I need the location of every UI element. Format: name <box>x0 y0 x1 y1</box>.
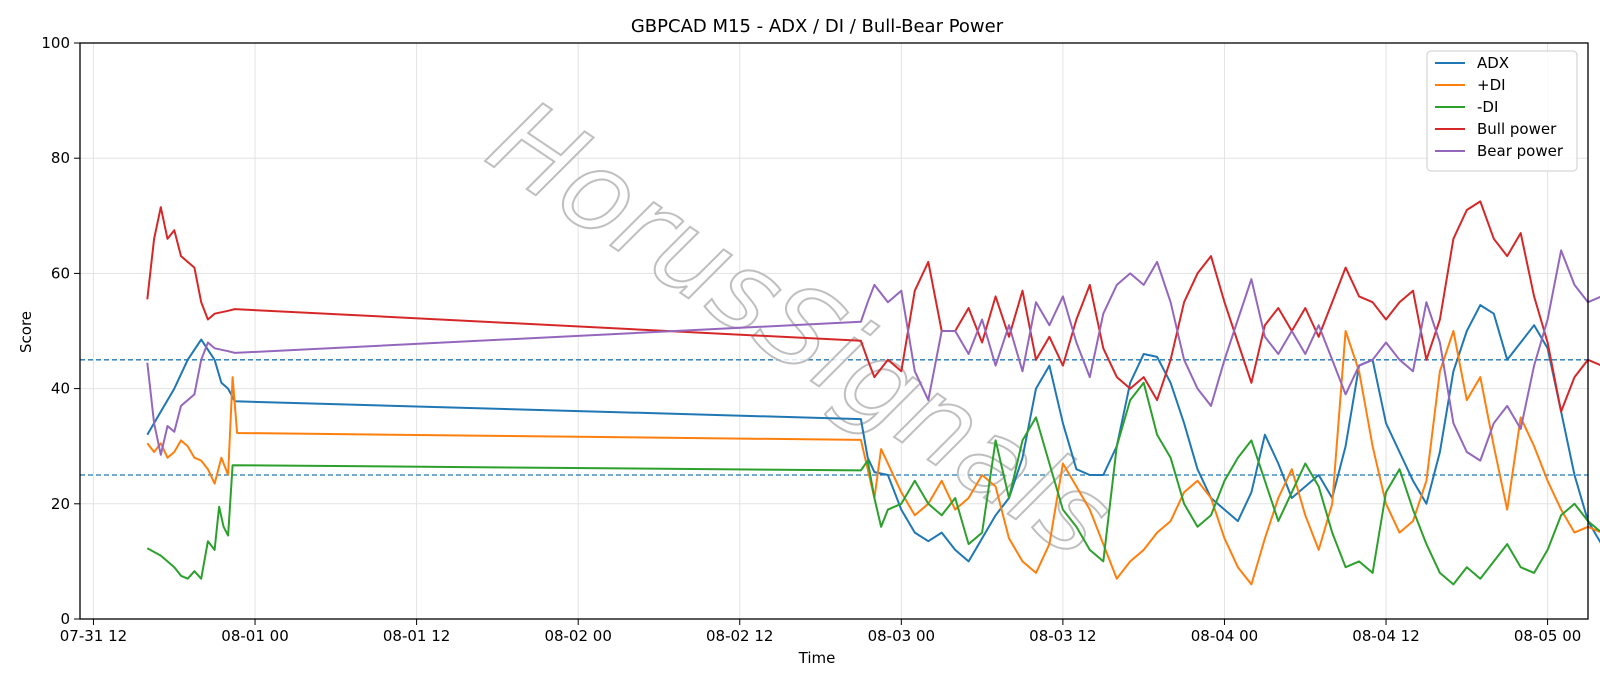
series-line-di <box>146 330 1600 586</box>
legend-label: Bear power <box>1477 142 1564 160</box>
y-tick-label: 20 <box>51 495 70 513</box>
x-tick-label: 08-01 00 <box>221 627 288 645</box>
x-tick-label: 08-05 00 <box>1514 627 1581 645</box>
legend-box <box>1426 50 1578 172</box>
legend-label: Bull power <box>1477 120 1557 138</box>
legend: ADX +DI -DI Bull power Bear power <box>1426 50 1578 172</box>
chart-title: GBPCAD M15 - ADX / DI / Bull-Bear Power <box>631 16 1004 37</box>
series-line-adx <box>146 304 1600 563</box>
y-tick-label: 40 <box>51 380 70 398</box>
x-tick-label: 08-04 00 <box>1191 627 1258 645</box>
y-tick-label: 60 <box>51 264 70 282</box>
x-tick-label: 08-02 00 <box>544 627 611 645</box>
y-tick-label: 0 <box>60 610 70 628</box>
x-tick-label: 08-04 12 <box>1352 627 1419 645</box>
series-line-bull-power <box>146 200 1600 413</box>
y-tick-label: 80 <box>51 149 70 167</box>
x-tick-label: 08-02 12 <box>706 627 773 645</box>
series-line-di <box>146 381 1600 586</box>
reference-lines <box>80 359 1588 476</box>
x-tick-label: 08-03 00 <box>868 627 935 645</box>
legend-label: -DI <box>1477 98 1498 116</box>
legend-label: ADX <box>1477 54 1509 72</box>
series-layer <box>146 200 1600 586</box>
x-tick-label: 08-01 12 <box>383 627 450 645</box>
series-line-bear-power <box>146 249 1600 462</box>
x-tick-label: 08-03 12 <box>1029 627 1096 645</box>
y-axis-title: Score <box>17 311 35 353</box>
x-axis-title: Time <box>798 649 836 667</box>
y-tick-label: 100 <box>41 34 70 52</box>
x-tick-label: 07-31 12 <box>60 627 127 645</box>
plot-frame <box>79 42 1589 620</box>
legend-label: +DI <box>1477 76 1506 94</box>
tick-layer: 07-31 12 08-01 00 08-01 12 08-02 00 08-02 12… <box>41 34 1581 645</box>
